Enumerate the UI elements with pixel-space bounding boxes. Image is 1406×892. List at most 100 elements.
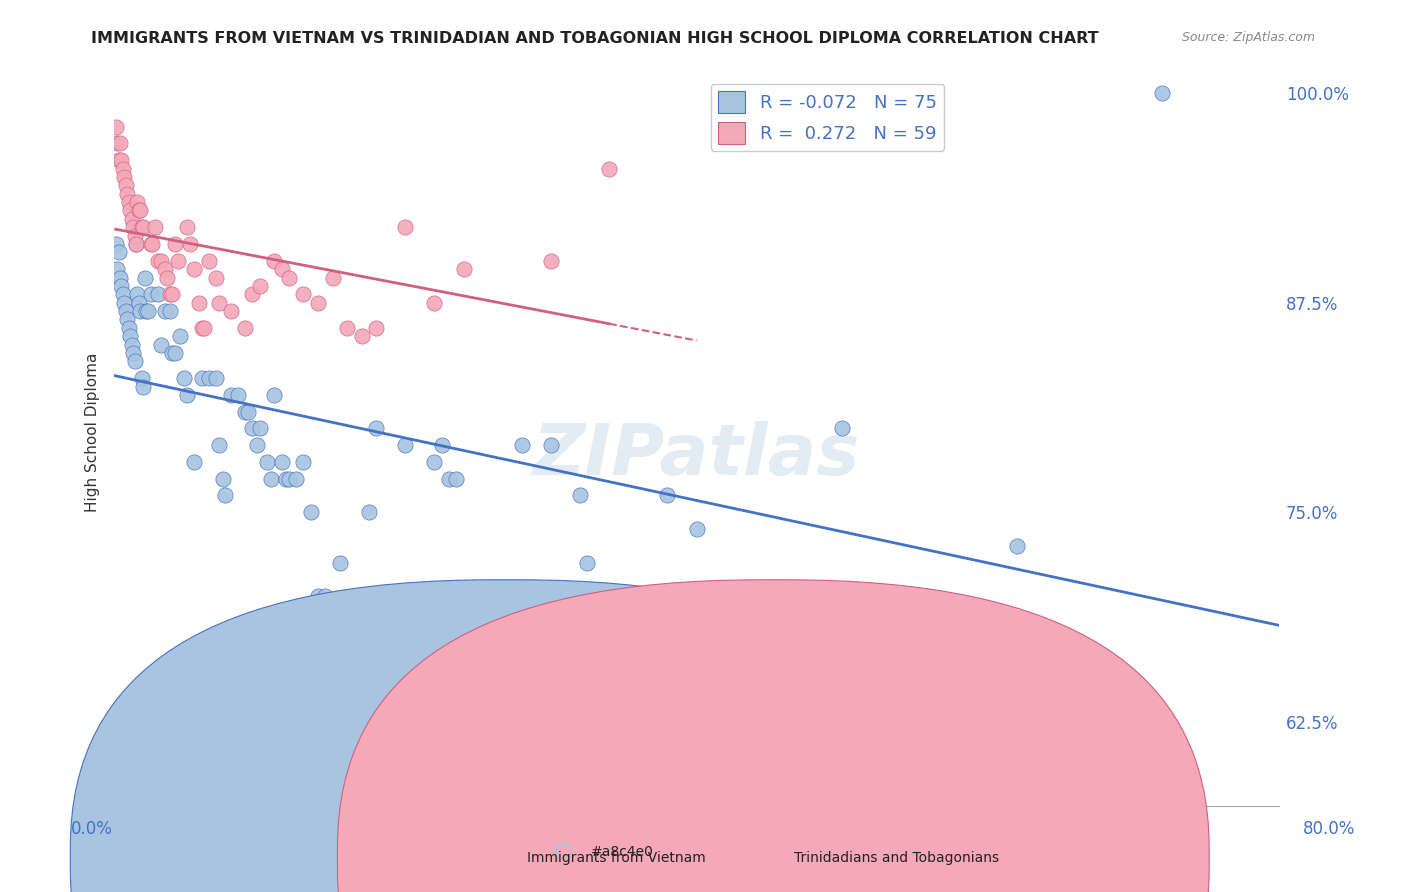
Point — [159, 304, 181, 318]
Point — [205, 371, 228, 385]
Point — [510, 438, 533, 452]
Point — [108, 270, 131, 285]
Point — [453, 262, 475, 277]
Point — [183, 262, 205, 277]
Text: Immigrants from Vietnam: Immigrants from Vietnam — [527, 851, 706, 865]
Point — [285, 472, 308, 486]
Point — [125, 237, 148, 252]
Point — [117, 186, 139, 201]
Point — [219, 304, 242, 318]
Point — [165, 237, 187, 252]
Point — [212, 472, 235, 486]
Point — [299, 505, 322, 519]
Point — [214, 488, 236, 502]
Point — [139, 287, 162, 301]
Point — [233, 321, 256, 335]
Point — [112, 169, 135, 184]
Point — [128, 295, 150, 310]
Point — [242, 421, 264, 435]
Point — [329, 556, 352, 570]
Point — [620, 606, 643, 620]
Text: Source: ZipAtlas.com: Source: ZipAtlas.com — [1181, 31, 1315, 45]
Point — [343, 739, 366, 754]
Point — [249, 421, 271, 435]
Point — [277, 270, 299, 285]
Point — [153, 262, 176, 277]
Point — [430, 438, 453, 452]
Point — [139, 237, 162, 252]
Point — [336, 321, 359, 335]
Point — [437, 472, 460, 486]
Point — [685, 522, 707, 536]
Point — [193, 321, 215, 335]
Point — [1152, 86, 1174, 100]
Text: 80.0%: 80.0% — [1302, 820, 1355, 838]
Text: IMMIGRANTS FROM VIETNAM VS TRINIDADIAN AND TOBAGONIAN HIGH SCHOOL DIPLOMA CORREL: IMMIGRANTS FROM VIETNAM VS TRINIDADIAN A… — [91, 31, 1099, 46]
Point — [165, 346, 187, 360]
Point — [127, 195, 149, 210]
Point — [277, 472, 299, 486]
Point — [159, 287, 181, 301]
Point — [110, 279, 132, 293]
Point — [336, 723, 359, 738]
Point — [169, 329, 191, 343]
Point — [598, 161, 620, 176]
Point — [107, 245, 129, 260]
Point — [112, 295, 135, 310]
Point — [187, 295, 209, 310]
Point — [114, 178, 136, 193]
Point — [249, 279, 271, 293]
Point — [314, 589, 336, 603]
Point — [129, 304, 152, 318]
Point — [292, 455, 315, 469]
Point — [118, 321, 141, 335]
Point — [256, 455, 278, 469]
Point — [146, 287, 169, 301]
Point — [576, 556, 599, 570]
Point — [190, 371, 212, 385]
Point — [394, 220, 416, 235]
Point — [149, 253, 172, 268]
Point — [173, 371, 195, 385]
Point — [657, 488, 679, 502]
Point — [153, 304, 176, 318]
Point — [162, 287, 184, 301]
Point — [136, 304, 159, 318]
Point — [176, 220, 198, 235]
Legend: R = -0.072   N = 75, R =  0.272   N = 59: R = -0.072 N = 75, R = 0.272 N = 59 — [711, 84, 943, 151]
Point — [143, 220, 166, 235]
Point — [120, 203, 142, 218]
Point — [366, 421, 388, 435]
Point — [198, 253, 221, 268]
Point — [198, 371, 221, 385]
Point — [307, 295, 329, 310]
Point — [423, 295, 446, 310]
Point — [1005, 539, 1028, 553]
Point — [104, 120, 127, 134]
Point — [127, 287, 149, 301]
Point — [134, 270, 156, 285]
Point — [270, 262, 292, 277]
Point — [114, 304, 136, 318]
Point — [131, 220, 153, 235]
Point — [233, 405, 256, 419]
Point — [357, 505, 380, 519]
Text: 0.0%: 0.0% — [70, 820, 112, 838]
Point — [117, 312, 139, 326]
Point — [111, 161, 134, 176]
Text: □: □ — [553, 841, 572, 860]
Point — [104, 237, 127, 252]
Point — [226, 388, 249, 402]
Text: ZIPatlas: ZIPatlas — [533, 420, 860, 490]
Point — [108, 136, 131, 151]
Point — [124, 354, 146, 368]
Point — [190, 321, 212, 335]
Point — [260, 472, 283, 486]
Point — [122, 346, 145, 360]
Point — [121, 211, 143, 226]
Point — [105, 136, 128, 151]
Point — [128, 203, 150, 218]
Point — [208, 295, 231, 310]
Point — [118, 195, 141, 210]
Point — [347, 756, 370, 771]
